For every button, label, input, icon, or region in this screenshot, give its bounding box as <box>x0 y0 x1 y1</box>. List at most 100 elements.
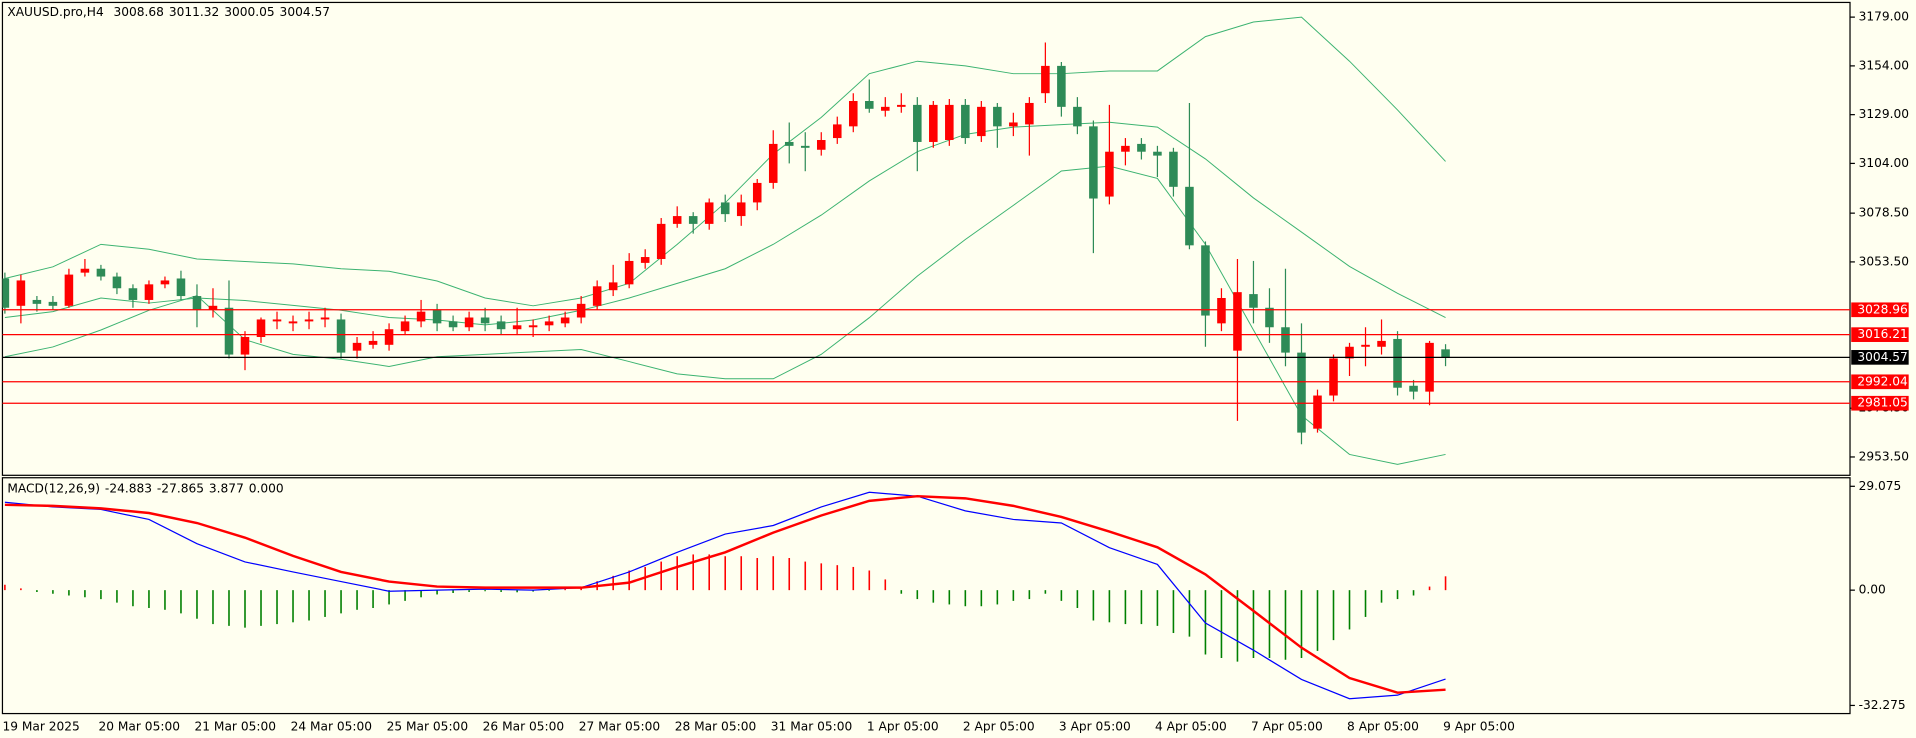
macd-header: MACD(12,26,9) -24.883 -27.865 3.877 0.000 <box>7 481 283 495</box>
x-tick-label: 25 Mar 05:00 <box>387 720 468 734</box>
candle-body <box>1329 358 1338 396</box>
candle-body <box>961 104 970 139</box>
x-tick-label: 24 Mar 05:00 <box>291 720 372 734</box>
buffer-value: 0.000 <box>249 481 284 495</box>
candle-body <box>416 311 426 322</box>
level-label-box <box>1851 327 1909 342</box>
candle-body <box>256 319 266 338</box>
candle-body <box>736 202 746 217</box>
symbol: XAUUSD.pro,H4 <box>7 5 104 19</box>
candle-body <box>1009 122 1018 127</box>
candle-body <box>240 337 250 355</box>
candle-body <box>913 104 922 142</box>
candle-body <box>832 124 842 139</box>
x-tick-label: 28 Mar 05:00 <box>675 720 756 734</box>
close-value: 3004.57 <box>280 5 330 19</box>
y-tick-label: 3104.00 <box>1859 156 1909 170</box>
candle-body <box>480 317 490 324</box>
candle-body <box>368 340 378 345</box>
y-tick-label: 3053.50 <box>1859 254 1909 268</box>
candle-body <box>768 143 778 183</box>
candle-body <box>464 317 474 328</box>
y-tick-label: 3154.00 <box>1859 58 1909 72</box>
x-tick-label: 4 Apr 05:00 <box>1155 720 1227 734</box>
candle-body <box>1249 294 1258 308</box>
candle-body <box>608 282 618 291</box>
macd-line <box>4 491 1446 700</box>
candle-body <box>849 100 858 127</box>
candle-body <box>1153 151 1162 156</box>
candle-body <box>1089 126 1098 199</box>
level-label-box <box>1851 395 1909 411</box>
open-value: 3008.68 <box>113 5 163 19</box>
axes: 3179.00 3154.00 3129.00 3104.00 3078.50 3053.… <box>2 10 1909 734</box>
candle-body <box>688 216 698 224</box>
macd-title: MACD(12,26,9) <box>7 481 100 495</box>
candle-body <box>272 319 282 322</box>
candle-body <box>112 276 122 289</box>
candle-body <box>1409 385 1418 392</box>
x-tick-label: 7 Apr 05:00 <box>1251 720 1323 734</box>
level-label: 2992.04 <box>1857 374 1908 388</box>
x-tick-label: 9 Apr 05:00 <box>1443 720 1515 734</box>
candle-body <box>1425 342 1434 392</box>
candle-body <box>352 342 362 351</box>
candle-body <box>1281 327 1290 353</box>
candle-body <box>1105 151 1114 197</box>
x-tick-label: 8 Apr 05:00 <box>1347 720 1419 734</box>
candle-body <box>144 284 154 300</box>
macd-plot <box>4 491 1447 700</box>
candle-body <box>1345 346 1354 359</box>
x-tick-label: 26 Mar 05:00 <box>483 720 564 734</box>
candle-body <box>64 274 74 306</box>
candle-body <box>1393 338 1402 388</box>
candle-body <box>800 145 810 148</box>
low-value: 3000.05 <box>224 5 274 19</box>
candle-body <box>448 321 458 328</box>
candle-body <box>304 319 314 322</box>
candle-body <box>48 301 58 306</box>
candle-body <box>640 257 650 263</box>
y-tick-label: 2953.50 <box>1859 449 1909 463</box>
y-tick-label: 29.075 <box>1859 479 1902 493</box>
candle-body <box>96 268 106 277</box>
candle-body <box>16 280 26 306</box>
candle-body <box>977 106 986 137</box>
band-middle <box>4 121 1446 326</box>
candle-body <box>528 325 538 328</box>
candle-body <box>2 278 10 308</box>
candle-body <box>1041 65 1050 94</box>
candle-body <box>208 305 218 310</box>
candle-body <box>512 325 522 330</box>
x-tick-label: 19 Mar 2025 <box>2 720 79 734</box>
level-label: 3016.21 <box>1857 327 1907 341</box>
candle-body <box>881 106 890 111</box>
candle-body <box>1025 102 1034 125</box>
y-tick-label: 3179.00 <box>1859 10 1909 24</box>
candle-body <box>560 317 570 324</box>
candle-body <box>80 268 90 273</box>
candle-body <box>432 309 442 324</box>
x-tick-label: 21 Mar 05:00 <box>195 720 276 734</box>
candle-body <box>1233 292 1242 351</box>
candle-body <box>336 319 346 353</box>
level-label: 2981.05 <box>1857 396 1907 410</box>
x-tick-label: 20 Mar 05:00 <box>98 720 179 734</box>
candle-body <box>544 321 554 326</box>
candle-body <box>320 317 330 320</box>
candle-body <box>720 202 730 215</box>
candle-body <box>400 321 410 332</box>
candle-body <box>496 321 506 330</box>
candle-body <box>1217 297 1226 324</box>
last-price-box <box>1851 350 1909 365</box>
y-tick-label: 3078.50 <box>1859 206 1909 220</box>
candle-body <box>865 100 874 109</box>
x-tick-label: 3 Apr 05:00 <box>1059 720 1131 734</box>
candle-body <box>784 141 794 146</box>
histogram-value: 3.877 <box>209 481 244 495</box>
candle-body <box>929 104 938 142</box>
candle-body <box>128 288 138 300</box>
candle-body <box>897 104 906 107</box>
